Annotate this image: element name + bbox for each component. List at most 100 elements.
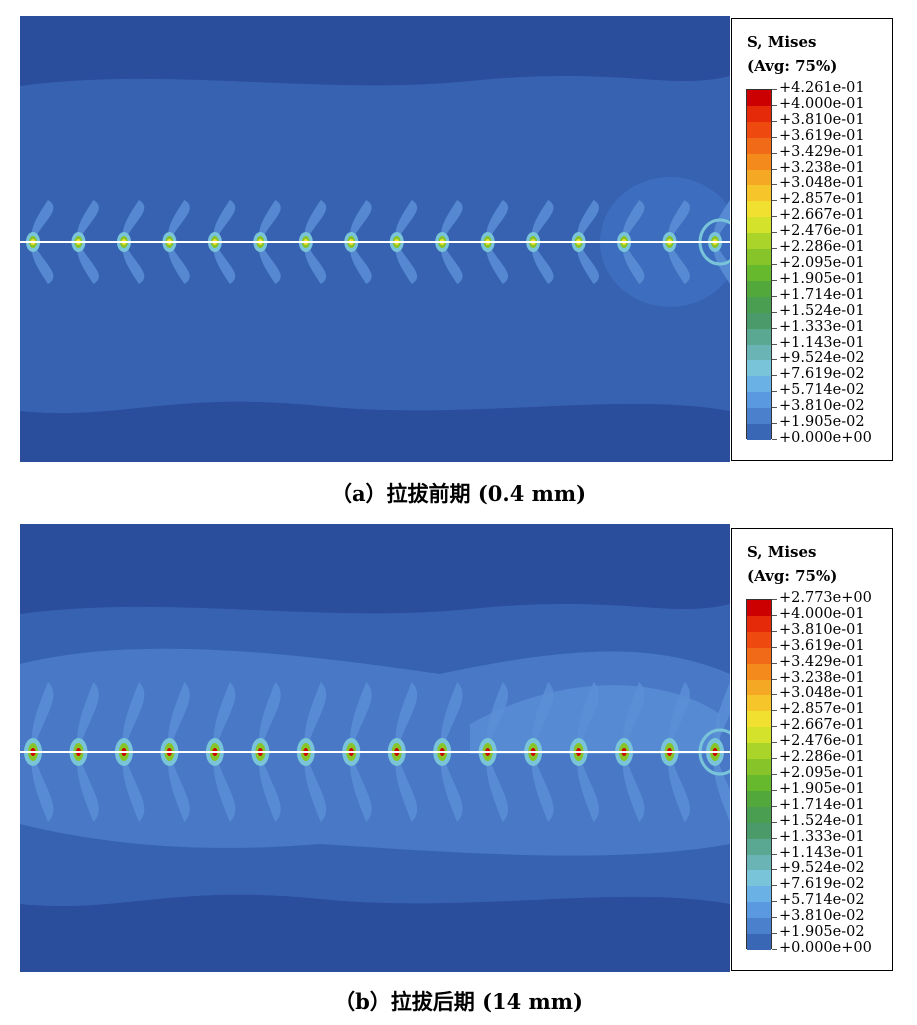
legend-tick: [772, 662, 777, 664]
legend-value-label: +2.857e-01: [779, 701, 865, 718]
stress-contour-image-a: [20, 16, 730, 462]
legend-value-label: +3.619e-01: [779, 127, 865, 144]
color-swatch: [747, 934, 771, 951]
legend-tick: [772, 391, 777, 393]
color-swatch: [747, 376, 771, 393]
legend-tick: [772, 949, 777, 950]
legend-tick: [772, 646, 777, 648]
color-swatch: [747, 233, 771, 250]
legend-tick: [772, 789, 777, 791]
legend-value-label: +3.810e-01: [779, 111, 865, 128]
color-swatch: [747, 201, 771, 218]
color-swatch: [747, 408, 771, 425]
legend-value-label: +4.000e-01: [779, 605, 865, 622]
legend-value-label: +3.048e-01: [779, 175, 865, 192]
color-swatch: [747, 344, 771, 361]
legend-value-label: +2.476e-01: [779, 733, 865, 750]
contour-plot-late: [20, 524, 730, 972]
legend-tick: [772, 264, 777, 265]
legend-value-label: +1.143e-01: [779, 334, 865, 351]
color-swatch: [747, 838, 771, 856]
color-swatch: [747, 280, 771, 298]
legend-tick: [772, 742, 777, 744]
legend-tick: [772, 630, 777, 632]
legend-value-label: +2.667e-01: [779, 207, 865, 224]
color-swatch: [747, 360, 771, 377]
legend-tick: [772, 248, 777, 250]
legend-value-label: +2.667e-01: [779, 717, 865, 734]
legend-tick: [772, 774, 777, 775]
legend-value-label: +3.810e-02: [779, 398, 865, 415]
legend-value-label: +3.810e-02: [779, 908, 865, 925]
legend-tick: [772, 423, 777, 425]
color-swatch: [747, 312, 771, 330]
stress-node: [24, 682, 54, 822]
legend-tick: [772, 726, 777, 728]
color-swatch: [747, 806, 771, 824]
color-swatch: [747, 185, 771, 202]
legend-tick: [772, 152, 777, 154]
legend-tick: [772, 104, 777, 106]
legend-tick: [772, 885, 777, 887]
color-swatch: [747, 918, 771, 935]
legend-value-label: +7.619e-02: [779, 876, 865, 893]
legend-value-label: +4.000e-01: [779, 95, 865, 112]
color-swatch: [747, 854, 771, 871]
color-swatch: [747, 265, 771, 282]
legend-tick: [772, 710, 777, 712]
color-swatch: [747, 615, 771, 633]
legend-tick: [772, 901, 777, 903]
legend-value-label: +1.524e-01: [779, 812, 865, 829]
legend-tick: [772, 136, 777, 138]
stress-node: [524, 682, 554, 822]
legend-value-label: +2.286e-01: [779, 239, 865, 256]
legend-tick: [772, 614, 777, 616]
legend-title: S, Mises: [747, 543, 817, 561]
legend-subtitle: (Avg: 75%): [747, 567, 838, 585]
legend-value-label: +1.333e-01: [779, 828, 865, 845]
legend-value-label: +2.286e-01: [779, 749, 865, 766]
legend-title: S, Mises: [747, 33, 817, 51]
color-swatch: [747, 631, 771, 649]
color-swatch: [747, 790, 771, 808]
legend-value-label: +1.905e-01: [779, 270, 865, 287]
legend-tick: [772, 678, 777, 680]
legend-value-label: +3.238e-01: [779, 669, 865, 686]
legend-tick: [772, 869, 777, 871]
stress-node: [571, 200, 599, 284]
color-swatch: [747, 328, 771, 346]
stress-node: [342, 682, 372, 822]
legend-tick: [772, 837, 777, 839]
color-swatch: [747, 711, 771, 728]
stress-node: [617, 200, 645, 284]
legend-tick: [772, 917, 777, 919]
legend-value-label: +5.714e-02: [779, 382, 865, 399]
legend-value-label: +2.095e-01: [779, 765, 865, 781]
legend-tick: [772, 758, 777, 760]
legend-tick: [772, 439, 777, 440]
color-swatch: [747, 886, 771, 903]
legend-tick: [772, 295, 777, 297]
contour-plot-early: [20, 16, 730, 462]
legend-value-label: +3.238e-01: [779, 159, 865, 176]
color-swatch: [747, 296, 771, 314]
color-swatch: [747, 153, 771, 171]
legend-value-label: +5.714e-02: [779, 892, 865, 909]
stress-node: [116, 200, 145, 284]
legend-tick: [772, 232, 777, 234]
legend-tick: [772, 853, 777, 855]
legend-value-label: +9.524e-02: [779, 350, 865, 367]
legend-tick: [772, 805, 777, 807]
color-swatch: [747, 249, 771, 266]
color-swatch: [747, 679, 771, 696]
color-swatch: [747, 424, 771, 441]
color-swatch: [747, 902, 771, 919]
legend-value-label: +2.095e-01: [779, 255, 865, 271]
legend-value-label: +3.429e-01: [779, 143, 865, 160]
legend-value-label: +1.524e-01: [779, 302, 865, 319]
color-swatch: [747, 743, 771, 760]
legend-tick: [772, 89, 777, 90]
color-swatch: [747, 663, 771, 681]
color-swatch: [747, 169, 771, 186]
color-swatch: [747, 695, 771, 712]
